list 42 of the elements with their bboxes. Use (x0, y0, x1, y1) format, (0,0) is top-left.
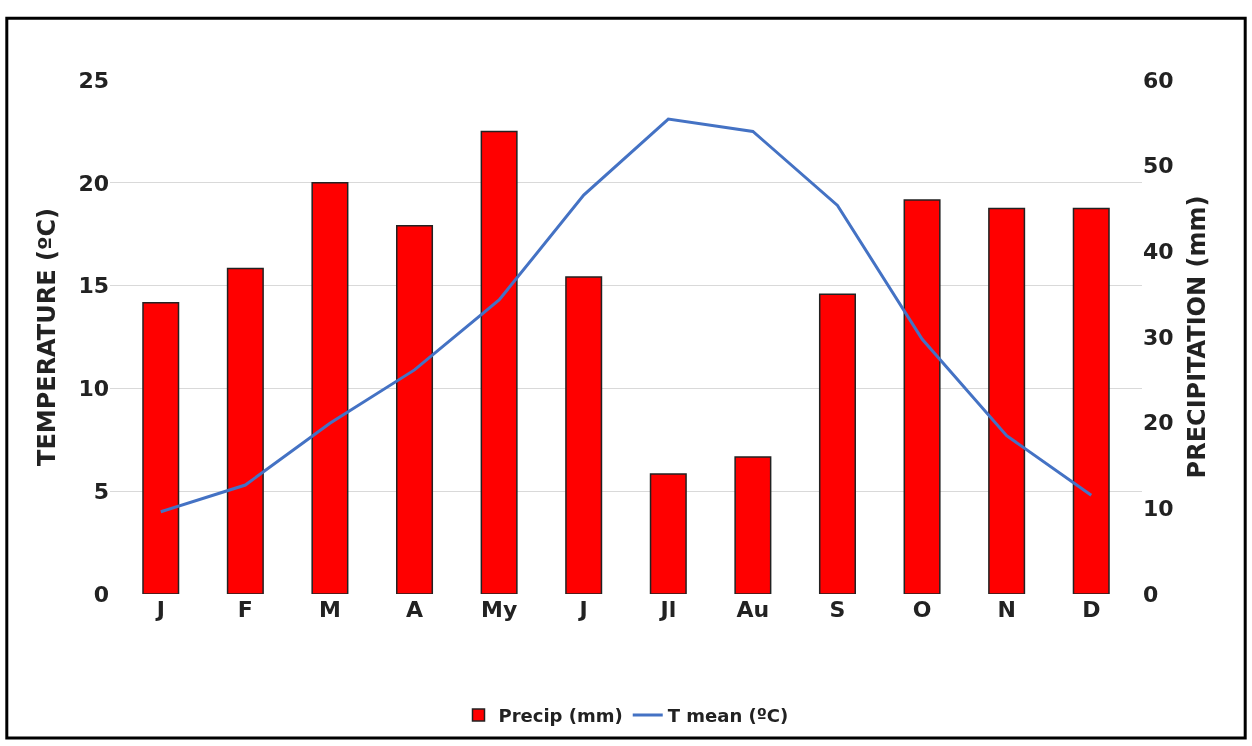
y2-tick-label: 40 (1143, 239, 1174, 265)
x-tick-label: J (154, 597, 165, 622)
y-tick-label: 15 (78, 273, 109, 299)
bar (480, 130, 518, 594)
y-tick-label: 0 (93, 581, 109, 607)
legend-label: T mean (ºC) (667, 705, 789, 727)
x-tick-label: Au (736, 597, 770, 622)
x-tick-label: F (237, 597, 253, 622)
y2-tick-label: 60 (1143, 67, 1174, 93)
bar (818, 293, 856, 594)
x-tick-label: D (1082, 597, 1101, 622)
x-tick-label: O (912, 597, 932, 622)
x-tick-label: My (480, 597, 518, 622)
x-tick-label: S (829, 597, 846, 622)
bar (396, 224, 434, 594)
bar (903, 199, 941, 594)
x-tick-label: Jl (658, 597, 677, 622)
y2-tick-label: 30 (1143, 324, 1174, 350)
bar (649, 473, 687, 594)
y-axis-title: TEMPERATURE (ºC) (33, 208, 62, 466)
x-tick-label: J (577, 597, 588, 622)
bar (988, 207, 1026, 594)
y-tick-label: 20 (78, 170, 109, 196)
y2-tick-label: 10 (1143, 496, 1174, 522)
bar (311, 182, 349, 594)
bar (565, 276, 603, 594)
x-tick-label: A (406, 597, 424, 622)
bar (1072, 207, 1110, 594)
bar (226, 267, 264, 594)
y2-axis-title: PRECIPITATION (mm) (1182, 195, 1211, 479)
y-tick-label: 10 (78, 376, 109, 402)
y-tick-label: 5 (93, 478, 109, 504)
x-tick-label: N (997, 597, 1016, 622)
legend-label: Precip (mm) (498, 705, 623, 727)
y2-tick-label: 50 (1143, 153, 1174, 179)
x-tick-label: M (318, 597, 341, 622)
bar (734, 456, 772, 594)
y2-tick-label: 20 (1143, 410, 1174, 436)
bar (142, 301, 180, 594)
y-tick-label: 25 (78, 67, 109, 93)
line-series (159, 117, 1093, 514)
y2-tick-label: 0 (1143, 581, 1159, 607)
